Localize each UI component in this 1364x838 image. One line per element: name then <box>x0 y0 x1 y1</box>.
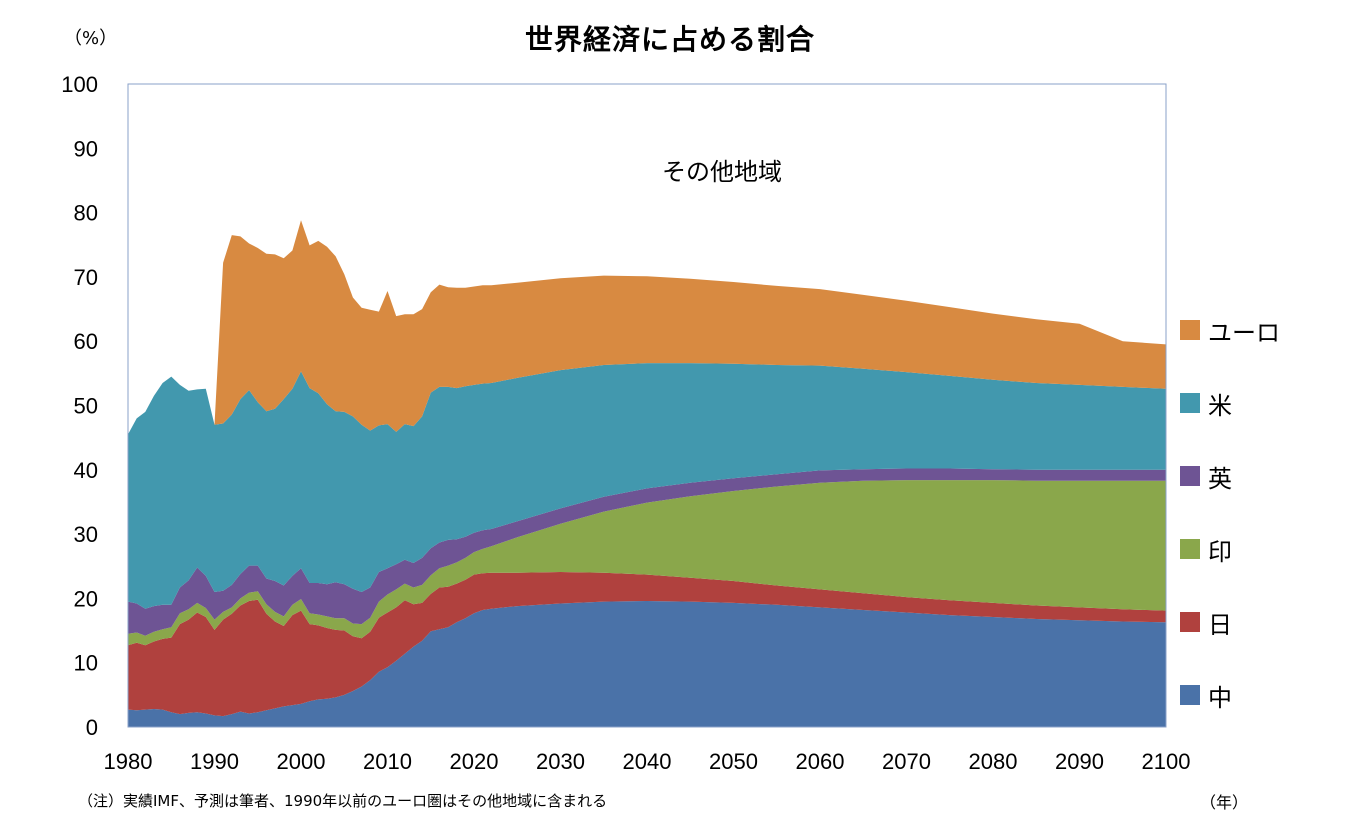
legend-item: 日 <box>1180 607 1232 639</box>
other-region-label: その他地域 <box>662 158 782 186</box>
y-tick-label: 90 <box>74 136 98 161</box>
legend-item: 米 <box>1180 388 1232 420</box>
y-tick-label: 0 <box>86 715 98 740</box>
chart-title: 世界経済に占める割合 <box>524 23 815 56</box>
area-series-5 <box>128 220 1166 435</box>
y-tick-label: 10 <box>74 651 98 676</box>
area-series-3 <box>128 468 1166 636</box>
legend-label: 英 <box>1208 464 1232 493</box>
y-axis-unit-label: （%） <box>64 28 118 49</box>
area-series-1 <box>128 572 1166 717</box>
x-axis-unit-label: （年） <box>1200 793 1249 812</box>
x-tick-label: 2080 <box>969 749 1018 774</box>
y-tick-label: 100 <box>61 72 98 97</box>
y-axis-tick-labels: 0 10 20 30 40 50 60 70 80 90 100 <box>61 72 98 740</box>
x-tick-label: 2100 <box>1142 749 1191 774</box>
x-tick-label: 2020 <box>450 749 499 774</box>
legend-swatch <box>1180 393 1200 413</box>
legend-label: 米 <box>1208 391 1232 420</box>
x-tick-label: 2070 <box>882 749 931 774</box>
y-tick-label: 60 <box>74 329 98 354</box>
x-tick-label: 2000 <box>277 749 326 774</box>
legend-swatch <box>1180 539 1200 559</box>
y-tick-label: 80 <box>74 201 98 226</box>
area-series-4 <box>128 363 1166 609</box>
x-tick-label: 2060 <box>796 749 845 774</box>
x-tick-label: 2040 <box>623 749 672 774</box>
legend-item: 英 <box>1180 461 1232 493</box>
y-tick-label: 40 <box>74 458 98 483</box>
legend-label: 印 <box>1208 537 1232 566</box>
x-axis-tick-labels: 1980 1990 2000 2010 2020 2030 2040 2050 2060 2070… <box>104 749 1191 774</box>
x-tick-label: 2030 <box>536 749 585 774</box>
legend-label: ユーロ <box>1208 318 1280 347</box>
y-tick-label: 20 <box>74 586 98 611</box>
x-tick-label: 1980 <box>104 749 153 774</box>
x-tick-label: 1990 <box>190 749 239 774</box>
y-tick-label: 50 <box>74 394 98 419</box>
plot-area-frame <box>127 83 1167 728</box>
y-tick-label: 30 <box>74 522 98 547</box>
y-tick-label: 70 <box>74 265 98 290</box>
footnote: （注）実績IMF、予測は筆者、1990年以前のユーロ圏はその他地域に含まれる <box>78 792 608 810</box>
legend-item: 印 <box>1180 534 1232 566</box>
area-series-2 <box>128 480 1166 646</box>
legend-swatch <box>1180 612 1200 632</box>
legend-swatch <box>1180 685 1200 705</box>
legend-swatch <box>1180 320 1200 340</box>
legend-label: 中 <box>1208 683 1232 712</box>
x-tick-label: 2090 <box>1055 749 1104 774</box>
x-tick-label: 2050 <box>709 749 758 774</box>
area-series-0 <box>128 601 1166 727</box>
legend-label: 日 <box>1208 610 1232 639</box>
legend-swatch <box>1180 466 1200 486</box>
legend-item: 中 <box>1180 680 1232 712</box>
x-tick-label: 2010 <box>363 749 412 774</box>
legend-item: ユーロ <box>1180 315 1280 347</box>
area-layers <box>128 220 1166 727</box>
